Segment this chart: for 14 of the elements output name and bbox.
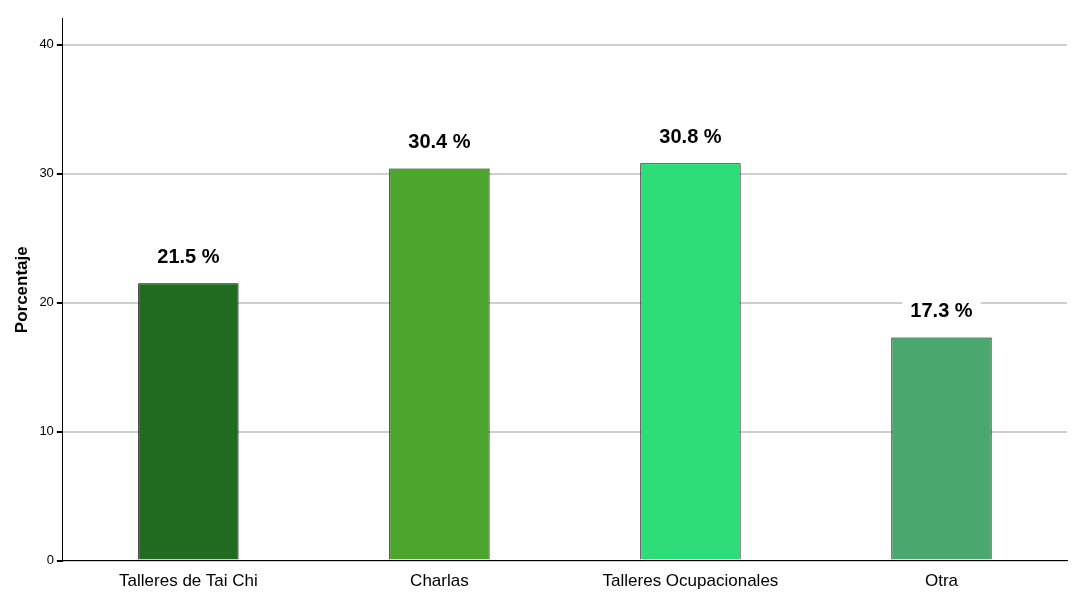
y-tick-label: 10 — [39, 423, 54, 439]
data-label: 21.5 % — [157, 244, 220, 267]
x-tick-label: Talleres de Tai Chi — [119, 571, 258, 591]
y-tick-label: 30 — [39, 165, 54, 181]
y-tick-label: 40 — [39, 36, 54, 52]
data-label: 17.3 % — [910, 298, 973, 321]
data-label: 30.4 % — [408, 129, 471, 152]
y-axis-title: Porcentaje — [11, 246, 31, 334]
data-label: 30.8 % — [659, 124, 722, 147]
y-tick-label: 20 — [39, 294, 54, 310]
x-tick-label: Charlas — [410, 571, 469, 591]
x-tick-label: Talleres Ocupacionales — [602, 571, 779, 591]
x-tick-label: Otra — [924, 571, 959, 591]
y-tick-label: 0 — [46, 552, 54, 568]
